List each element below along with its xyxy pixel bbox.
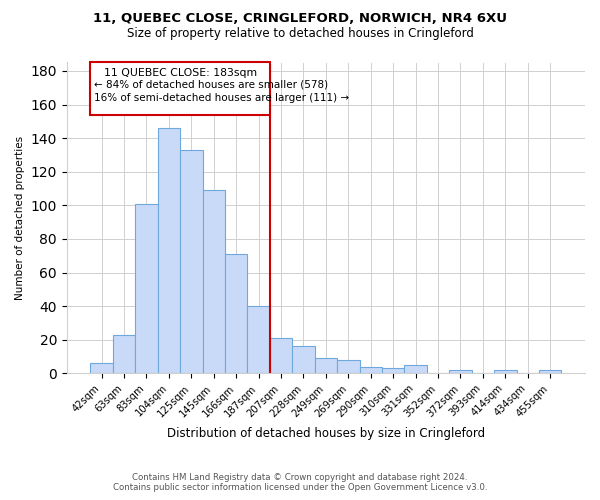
Bar xyxy=(203,190,225,374)
Text: 11, QUEBEC CLOSE, CRINGLEFORD, NORWICH, NR4 6XU: 11, QUEBEC CLOSE, CRINGLEFORD, NORWICH, … xyxy=(93,12,507,26)
Bar xyxy=(292,346,314,374)
Bar xyxy=(404,365,427,374)
Bar xyxy=(135,204,158,374)
Bar xyxy=(539,370,562,374)
Bar xyxy=(314,358,337,374)
Bar xyxy=(359,366,382,374)
Bar xyxy=(113,334,135,374)
Bar xyxy=(337,360,359,374)
Bar xyxy=(382,368,404,374)
Bar xyxy=(158,128,180,374)
Text: Contains HM Land Registry data © Crown copyright and database right 2024.
Contai: Contains HM Land Registry data © Crown c… xyxy=(113,473,487,492)
Text: ← 84% of detached houses are smaller (578): ← 84% of detached houses are smaller (57… xyxy=(94,80,328,90)
Text: 16% of semi-detached houses are larger (111) →: 16% of semi-detached houses are larger (… xyxy=(94,92,349,102)
Text: Size of property relative to detached houses in Cringleford: Size of property relative to detached ho… xyxy=(127,28,473,40)
X-axis label: Distribution of detached houses by size in Cringleford: Distribution of detached houses by size … xyxy=(167,427,485,440)
Y-axis label: Number of detached properties: Number of detached properties xyxy=(15,136,25,300)
Bar xyxy=(247,306,270,374)
FancyBboxPatch shape xyxy=(91,62,270,114)
Bar xyxy=(449,370,472,374)
Bar xyxy=(225,254,247,374)
Bar xyxy=(494,370,517,374)
Text: 11 QUEBEC CLOSE: 183sqm: 11 QUEBEC CLOSE: 183sqm xyxy=(104,68,257,78)
Bar xyxy=(91,363,113,374)
Bar xyxy=(270,338,292,374)
Bar xyxy=(180,150,203,374)
